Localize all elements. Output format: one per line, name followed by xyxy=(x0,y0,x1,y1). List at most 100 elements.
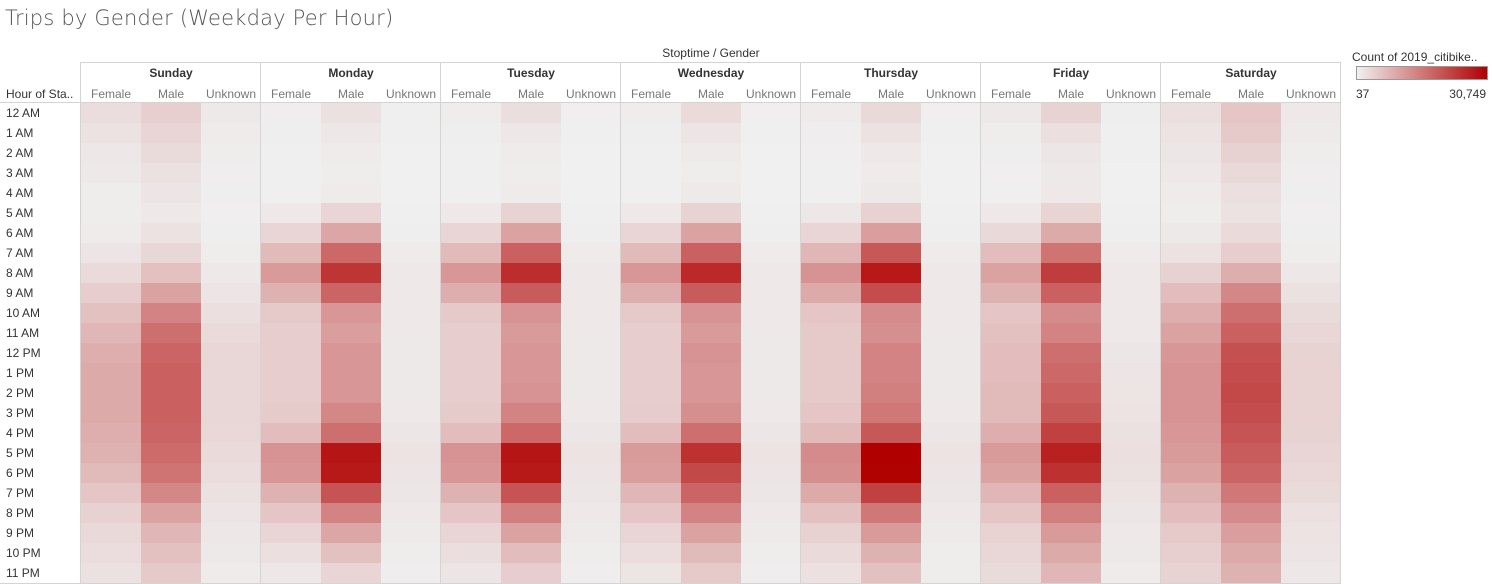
heatmap-cell-tuesday-unknown-8[interactable] xyxy=(561,263,621,283)
heatmap-cell-wednesday-male-16[interactable] xyxy=(681,423,741,443)
heatmap-cell-thursday-male-23[interactable] xyxy=(861,563,921,583)
heatmap-cell-tuesday-female-18[interactable] xyxy=(441,463,501,483)
heatmap-cell-tuesday-unknown-11[interactable] xyxy=(561,323,621,343)
heatmap-cell-monday-unknown-0[interactable] xyxy=(381,103,441,123)
heatmap-cell-friday-male-0[interactable] xyxy=(1041,103,1101,123)
heatmap-cell-wednesday-unknown-7[interactable] xyxy=(741,243,801,263)
heatmap-cell-monday-female-11[interactable] xyxy=(261,323,321,343)
heatmap-cell-friday-unknown-23[interactable] xyxy=(1101,563,1161,583)
gender-label-female[interactable]: Female xyxy=(630,87,671,101)
heatmap-cell-wednesday-male-15[interactable] xyxy=(681,403,741,423)
day-label-tuesday[interactable]: Tuesday xyxy=(507,66,555,80)
heatmap-cell-wednesday-female-23[interactable] xyxy=(621,563,681,583)
heatmap-cell-wednesday-unknown-1[interactable] xyxy=(741,123,801,143)
heatmap-cell-thursday-unknown-10[interactable] xyxy=(921,303,981,323)
heatmap-cell-monday-unknown-4[interactable] xyxy=(381,183,441,203)
heatmap-cell-saturday-unknown-1[interactable] xyxy=(1281,123,1341,143)
heatmap-cell-friday-female-21[interactable] xyxy=(981,523,1041,543)
heatmap-cell-thursday-female-2[interactable] xyxy=(801,143,861,163)
heatmap-cell-friday-unknown-16[interactable] xyxy=(1101,423,1161,443)
heatmap-cell-saturday-female-11[interactable] xyxy=(1161,323,1221,343)
gender-label-male[interactable]: Male xyxy=(697,87,724,101)
heatmap-cell-saturday-unknown-21[interactable] xyxy=(1281,523,1341,543)
heatmap-cell-monday-male-22[interactable] xyxy=(321,543,381,563)
heatmap-cell-friday-unknown-8[interactable] xyxy=(1101,263,1161,283)
heatmap-cell-friday-male-19[interactable] xyxy=(1041,483,1101,503)
heatmap-cell-wednesday-female-19[interactable] xyxy=(621,483,681,503)
heatmap-cell-sunday-unknown-22[interactable] xyxy=(201,543,261,563)
heatmap-cell-sunday-female-14[interactable] xyxy=(81,383,141,403)
heatmap-cell-tuesday-male-16[interactable] xyxy=(501,423,561,443)
heatmap-cell-sunday-female-0[interactable] xyxy=(81,103,141,123)
heatmap-cell-sunday-unknown-16[interactable] xyxy=(201,423,261,443)
hour-label[interactable]: 9 AM xyxy=(6,286,34,300)
heatmap-cell-wednesday-unknown-0[interactable] xyxy=(741,103,801,123)
hour-label[interactable]: 2 PM xyxy=(6,386,35,400)
heatmap-cell-saturday-unknown-11[interactable] xyxy=(1281,323,1341,343)
heatmap-cell-wednesday-male-18[interactable] xyxy=(681,463,741,483)
heatmap-cell-friday-unknown-12[interactable] xyxy=(1101,343,1161,363)
heatmap-cell-saturday-unknown-2[interactable] xyxy=(1281,143,1341,163)
heatmap-cell-monday-male-19[interactable] xyxy=(321,483,381,503)
heatmap-cell-saturday-female-13[interactable] xyxy=(1161,363,1221,383)
heatmap-cell-thursday-unknown-9[interactable] xyxy=(921,283,981,303)
heatmap-cell-friday-unknown-4[interactable] xyxy=(1101,183,1161,203)
heatmap-cell-saturday-female-5[interactable] xyxy=(1161,203,1221,223)
heatmap-cell-wednesday-male-7[interactable] xyxy=(681,243,741,263)
legend-title[interactable]: Count of 2019_citibike.. xyxy=(1352,50,1478,64)
hour-label[interactable]: 4 AM xyxy=(6,186,34,200)
heatmap-cell-monday-unknown-23[interactable] xyxy=(381,563,441,583)
heatmap-cell-wednesday-female-14[interactable] xyxy=(621,383,681,403)
heatmap-cell-thursday-male-0[interactable] xyxy=(861,103,921,123)
gender-label-unknown[interactable]: Unknown xyxy=(1285,87,1337,101)
heatmap-cell-saturday-male-19[interactable] xyxy=(1221,483,1281,503)
heatmap-cell-monday-male-3[interactable] xyxy=(321,163,381,183)
heatmap-cell-friday-female-18[interactable] xyxy=(981,463,1041,483)
heatmap-cell-monday-male-5[interactable] xyxy=(321,203,381,223)
heatmap-cell-sunday-female-15[interactable] xyxy=(81,403,141,423)
heatmap-cell-friday-female-11[interactable] xyxy=(981,323,1041,343)
heatmap-cell-wednesday-unknown-9[interactable] xyxy=(741,283,801,303)
heatmap-cell-sunday-female-13[interactable] xyxy=(81,363,141,383)
heatmap-cell-saturday-female-15[interactable] xyxy=(1161,403,1221,423)
heatmap-cell-tuesday-male-19[interactable] xyxy=(501,483,561,503)
heatmap-cell-sunday-male-2[interactable] xyxy=(141,143,201,163)
heatmap-cell-tuesday-female-10[interactable] xyxy=(441,303,501,323)
heatmap-cell-tuesday-unknown-6[interactable] xyxy=(561,223,621,243)
heatmap-cell-friday-male-9[interactable] xyxy=(1041,283,1101,303)
heatmap-cell-wednesday-male-17[interactable] xyxy=(681,443,741,463)
heatmap-cell-thursday-female-18[interactable] xyxy=(801,463,861,483)
heatmap-cell-wednesday-female-16[interactable] xyxy=(621,423,681,443)
heatmap-cell-saturday-male-1[interactable] xyxy=(1221,123,1281,143)
heatmap-cell-saturday-female-3[interactable] xyxy=(1161,163,1221,183)
heatmap-cell-wednesday-female-20[interactable] xyxy=(621,503,681,523)
heatmap-cell-sunday-unknown-10[interactable] xyxy=(201,303,261,323)
heatmap-cell-thursday-female-7[interactable] xyxy=(801,243,861,263)
heatmap-cell-tuesday-unknown-15[interactable] xyxy=(561,403,621,423)
heatmap-cell-wednesday-female-13[interactable] xyxy=(621,363,681,383)
heatmap-cell-thursday-female-17[interactable] xyxy=(801,443,861,463)
heatmap-cell-thursday-female-0[interactable] xyxy=(801,103,861,123)
heatmap-cell-saturday-male-21[interactable] xyxy=(1221,523,1281,543)
gender-label-female[interactable]: Female xyxy=(90,87,131,101)
heatmap-cell-thursday-female-3[interactable] xyxy=(801,163,861,183)
gender-label-male[interactable]: Male xyxy=(1057,87,1084,101)
heatmap-cell-friday-unknown-17[interactable] xyxy=(1101,443,1161,463)
heatmap-cell-monday-male-8[interactable] xyxy=(321,263,381,283)
heatmap-cell-monday-male-18[interactable] xyxy=(321,463,381,483)
heatmap-cell-saturday-male-11[interactable] xyxy=(1221,323,1281,343)
heatmap-cell-tuesday-unknown-19[interactable] xyxy=(561,483,621,503)
heatmap-cell-sunday-female-16[interactable] xyxy=(81,423,141,443)
heatmap-cell-sunday-male-6[interactable] xyxy=(141,223,201,243)
heatmap-cell-friday-female-9[interactable] xyxy=(981,283,1041,303)
heatmap-cell-tuesday-unknown-23[interactable] xyxy=(561,563,621,583)
heatmap-cell-saturday-unknown-13[interactable] xyxy=(1281,363,1341,383)
heatmap-cell-sunday-unknown-19[interactable] xyxy=(201,483,261,503)
heatmap-cell-friday-female-7[interactable] xyxy=(981,243,1041,263)
gender-label-female[interactable]: Female xyxy=(810,87,851,101)
heatmap-cell-saturday-male-17[interactable] xyxy=(1221,443,1281,463)
heatmap-cell-thursday-male-2[interactable] xyxy=(861,143,921,163)
heatmap-cell-saturday-female-22[interactable] xyxy=(1161,543,1221,563)
heatmap-cell-friday-male-18[interactable] xyxy=(1041,463,1101,483)
heatmap-cell-monday-unknown-20[interactable] xyxy=(381,503,441,523)
